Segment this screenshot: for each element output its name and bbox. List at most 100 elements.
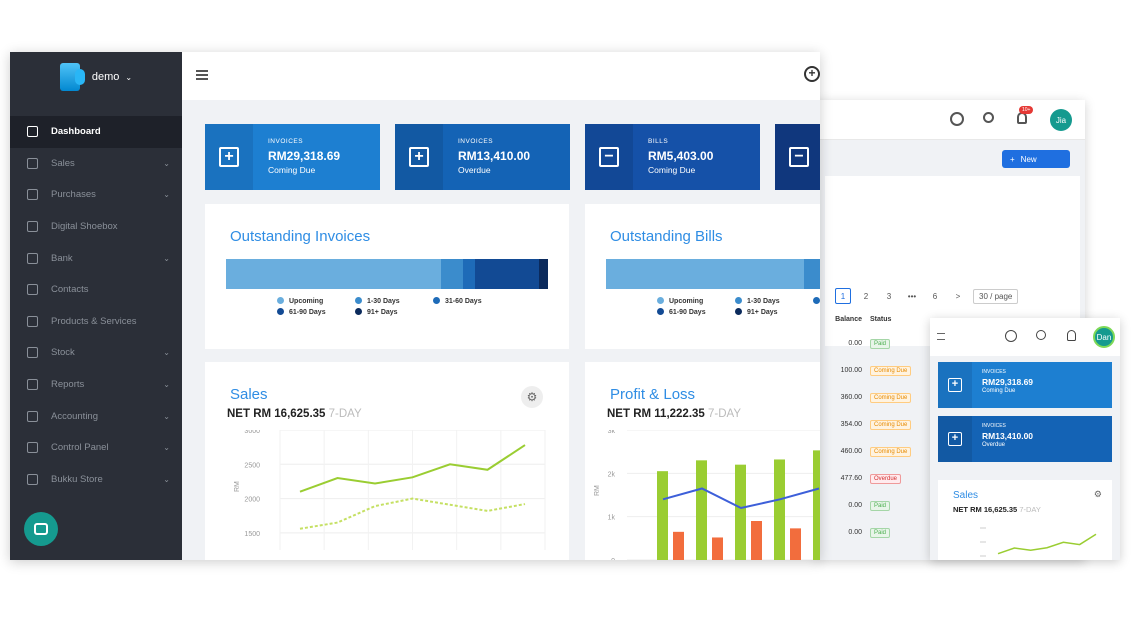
net-period: 7-DAY: [1019, 505, 1041, 514]
page-2[interactable]: 2: [863, 291, 869, 301]
hamburger-menu-icon[interactable]: [937, 333, 945, 340]
column-header-balance[interactable]: Balance: [835, 316, 862, 323]
tile-icon-area: +: [205, 124, 253, 190]
hamburger-menu-icon[interactable]: [196, 70, 208, 80]
aging-segment[interactable]: [606, 259, 804, 289]
page-3[interactable]: 3: [886, 291, 892, 301]
status-badge[interactable]: Coming Due: [870, 392, 912, 403]
series-line: [997, 533, 1097, 555]
table-row[interactable]: 354.00 Coming Due: [825, 411, 940, 438]
table-row[interactable]: 0.00 Paid: [825, 519, 940, 546]
chat-button[interactable]: [24, 512, 58, 546]
plus-circle-icon[interactable]: [1005, 330, 1017, 342]
sidebar-item-contacts[interactable]: Contacts: [10, 274, 182, 306]
legend-item[interactable]: Upcoming: [657, 297, 735, 305]
sidebar-item-label: Stock: [51, 347, 75, 359]
aging-segment[interactable]: [475, 259, 539, 289]
gear-icon[interactable]: ⚙: [521, 386, 543, 408]
gear-icon[interactable]: ⚙: [1093, 489, 1102, 499]
legend-dot: [735, 308, 742, 315]
sidebar-item-dashboard[interactable]: Dashboard: [10, 116, 182, 148]
table-row[interactable]: 460.00 Coming Due: [825, 438, 940, 465]
aging-segment[interactable]: [538, 259, 549, 289]
legend-item[interactable]: 1-30 Days: [735, 297, 813, 305]
card-title[interactable]: Outstanding Invoices: [230, 228, 371, 245]
card-title[interactable]: Profit & Loss: [610, 386, 696, 403]
legend-item[interactable]: 31-60 Days: [813, 297, 820, 305]
income-bar: [696, 460, 707, 560]
quick-add-icon[interactable]: +: [804, 66, 820, 82]
page-size-select[interactable]: 30 / page: [973, 288, 1019, 304]
page-ellipsis[interactable]: •••: [907, 291, 917, 301]
mobile-tile-invoices-coming-due[interactable]: + INVOICES RM29,318.69 Coming Due: [938, 362, 1112, 408]
tile-bills-overdue[interactable]: −: [775, 124, 820, 190]
sidebar-item-control-panel[interactable]: Control Panel ⌄: [10, 432, 182, 464]
aging-segment[interactable]: [226, 259, 441, 289]
chevron-down-icon: ⌄: [163, 474, 170, 484]
chevron-down-icon: ⌄: [163, 158, 170, 168]
tile-bills-coming-due[interactable]: − BILLS RM5,403.00 Coming Due: [585, 124, 760, 190]
table-row[interactable]: 477.60 Overdue: [825, 465, 940, 492]
search-icon[interactable]: [983, 112, 994, 123]
sidebar-nav: Dashboard Sales ⌄ Purchases ⌄ Digital Shoebox…: [10, 116, 182, 495]
legend-item[interactable]: 1-30 Days: [355, 297, 433, 305]
sidebar-item-reports[interactable]: Reports ⌄: [10, 369, 182, 401]
table-header: Balance Status: [825, 316, 940, 330]
status-cell: Coming Due: [870, 419, 930, 430]
sidebar-item-purchases[interactable]: Purchases ⌄: [10, 179, 182, 211]
legend-dot: [277, 297, 284, 304]
bell-icon[interactable]: [1067, 330, 1076, 341]
tile-invoices-overdue[interactable]: + INVOICES RM13,410.00 Overdue: [395, 124, 570, 190]
avatar[interactable]: Jia: [1050, 109, 1072, 131]
legend-item[interactable]: 91+ Days: [735, 308, 813, 316]
y-tick-label: 3000: [244, 430, 260, 435]
balance-cell: 0.00: [848, 502, 862, 509]
avatar[interactable]: Dan: [1093, 326, 1115, 348]
legend-dot: [657, 297, 664, 304]
table-row[interactable]: 0.00 Paid: [825, 330, 940, 357]
status-badge[interactable]: Coming Due: [870, 419, 912, 430]
sidebar-item-accounting[interactable]: Accounting ⌄: [10, 400, 182, 432]
aging-segment[interactable]: [804, 259, 820, 289]
sidebar-item-bank[interactable]: Bank ⌄: [10, 242, 182, 274]
new-button[interactable]: + New: [1002, 150, 1070, 168]
table-row[interactable]: 100.00 Coming Due: [825, 357, 940, 384]
legend-item[interactable]: 61-90 Days: [657, 308, 735, 316]
legend-item[interactable]: 61-90 Days: [277, 308, 355, 316]
page-6[interactable]: 6: [932, 291, 938, 301]
card-title[interactable]: Sales: [953, 490, 979, 501]
tile-amount: RM13,410.00: [982, 431, 1034, 441]
status-badge[interactable]: Overdue: [870, 473, 902, 484]
sidebar-item-stock[interactable]: Stock ⌄: [10, 337, 182, 369]
sidebar-item-sales[interactable]: Sales ⌄: [10, 148, 182, 180]
legend-item[interactable]: Upcoming: [277, 297, 355, 305]
org-name: demo: [91, 71, 120, 83]
search-icon[interactable]: [1036, 330, 1046, 340]
balance-cell: 460.00: [840, 448, 862, 455]
legend-item[interactable]: 91+ Days: [355, 308, 433, 316]
plus-square-icon: +: [409, 147, 429, 167]
aging-segment[interactable]: [462, 259, 476, 289]
status-badge[interactable]: Coming Due: [870, 446, 912, 457]
org-switcher[interactable]: demo ⌄: [10, 52, 182, 102]
sidebar-item-bukku-store[interactable]: Bukku Store ⌄: [10, 464, 182, 496]
tile-icon-area: −: [775, 124, 820, 190]
tile-body: BILLS RM5,403.00 Coming Due: [633, 124, 713, 190]
tile-invoices-coming-due[interactable]: + INVOICES RM29,318.69 Coming Due: [205, 124, 380, 190]
table-row[interactable]: 0.00 Paid: [825, 492, 940, 519]
page-1[interactable]: 1: [835, 288, 851, 304]
card-title[interactable]: Sales: [230, 386, 268, 403]
next-page[interactable]: >: [955, 291, 961, 301]
legend-item[interactable]: 31-60 Days: [433, 297, 511, 305]
profit-loss-card: Profit & Loss NET RM 11,222.35 7-DAY 3k 2…: [585, 362, 820, 560]
aging-segment[interactable]: [440, 259, 463, 289]
sidebar-item-digital-shoebox[interactable]: Digital Shoebox: [10, 211, 182, 243]
status-badge[interactable]: Coming Due: [870, 365, 912, 376]
mobile-tile-invoices-overdue[interactable]: + INVOICES RM13,410.00 Overdue: [938, 416, 1112, 462]
card-title[interactable]: Outstanding Bills: [610, 228, 723, 245]
plus-circle-icon[interactable]: [950, 112, 964, 126]
sidebar-item-products-services[interactable]: Products & Services: [10, 306, 182, 338]
column-header-status[interactable]: Status: [870, 316, 892, 323]
income-bar: [735, 464, 746, 560]
table-row[interactable]: 360.00 Coming Due: [825, 384, 940, 411]
